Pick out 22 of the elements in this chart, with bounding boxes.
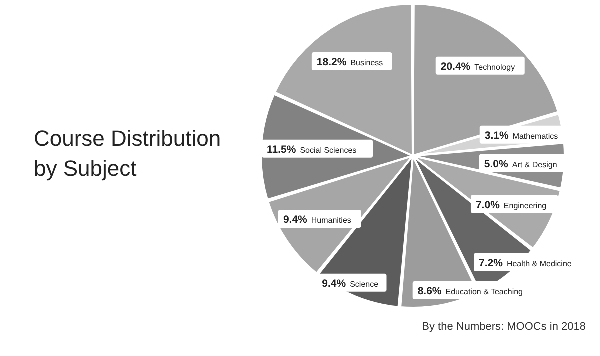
data-label: 9.4% (283, 214, 308, 226)
data-label: 20.4% (440, 60, 472, 73)
slice-label: Social Sciences (300, 146, 357, 155)
slice-label: Education & Teaching (446, 288, 524, 297)
slice-label: Business (350, 58, 384, 68)
text: By the Numbers: MOOCs in 2018 (422, 321, 586, 333)
slice-label: Science (350, 280, 380, 289)
text: Course Distribution by Subject (34, 126, 222, 181)
slice-label: Art & Design (512, 160, 558, 170)
slice-label: Technology (474, 62, 516, 72)
data-label: 5.0% (484, 158, 510, 170)
data-label: 18.2% (316, 56, 348, 68)
slice-label: Humanities (311, 216, 352, 226)
slice-label: Mathematics (512, 132, 558, 141)
data-label: 11.5% (267, 144, 297, 156)
data-label: 8.6% (418, 286, 442, 298)
data-label: 7.0% (476, 199, 501, 212)
slice-label: Engineering (504, 201, 547, 210)
data-label: 3.1% (484, 130, 510, 142)
data-label: 9.4% (322, 278, 347, 290)
data-label: 7.2% (479, 257, 504, 270)
slice-label: Health & Medicine (506, 259, 572, 268)
